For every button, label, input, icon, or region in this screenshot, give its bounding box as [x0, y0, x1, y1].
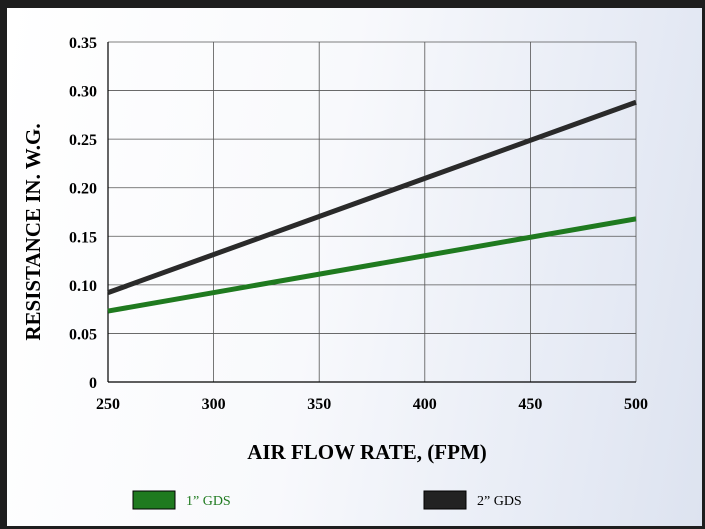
y-tick-label: 0.10 — [69, 278, 97, 295]
x-tick-label: 300 — [202, 396, 226, 413]
series-line-2 — [107, 99, 637, 295]
y-tick-label: 0.35 — [69, 35, 97, 52]
series-lines — [107, 99, 637, 314]
x-tick-labels: 250 300 350 400 450 500 — [96, 396, 648, 413]
x-axis-title: AIR FLOW RATE, (FPM) — [247, 440, 487, 464]
x-tick-label: 350 — [307, 396, 331, 413]
legend-swatch-1 — [132, 490, 176, 510]
axes — [107, 42, 636, 383]
legend-swatch-2 — [423, 490, 467, 510]
x-tick-label: 450 — [518, 396, 542, 413]
y-tick-label: 0 — [89, 375, 97, 392]
x-tick-label: 400 — [413, 396, 437, 413]
legend-label-1: 1” GDS — [186, 494, 231, 509]
legend: 1” GDS 2” GDS — [132, 490, 522, 510]
y-tick-label: 0.15 — [69, 229, 97, 246]
x-tick-label: 250 — [96, 396, 120, 413]
grid-lines — [108, 41, 637, 382]
series-line-1 — [107, 216, 637, 314]
y-tick-label: 0.30 — [69, 84, 97, 101]
y-tick-label: 0.05 — [69, 326, 97, 343]
y-tick-label: 0.25 — [69, 132, 97, 149]
x-tick-label: 500 — [624, 396, 648, 413]
y-axis-title: RESISTANCE IN. W.G. — [21, 123, 45, 340]
legend-label-2: 2” GDS — [477, 494, 522, 509]
y-tick-label: 0.20 — [69, 181, 97, 198]
y-tick-labels: 0 0.05 0.10 0.15 0.20 0.25 0.30 0.35 — [69, 35, 97, 392]
